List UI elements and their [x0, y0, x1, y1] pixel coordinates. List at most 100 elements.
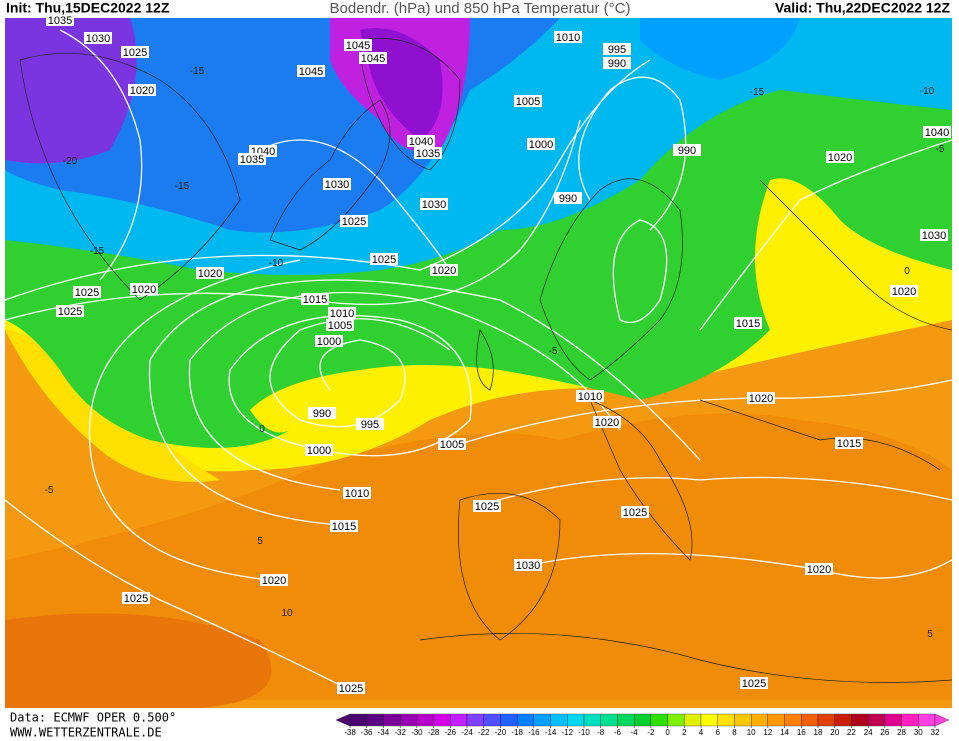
isobar-value: 1020 [262, 575, 286, 587]
isobar-label: 1025 [340, 215, 368, 228]
isobar-label: 1030 [514, 559, 542, 572]
label-box [326, 319, 354, 331]
label-box [128, 84, 156, 96]
color-swatch [450, 713, 468, 727]
colorbar-tick-label: 16 [797, 728, 806, 737]
colorbar-tick-label: -24 [461, 728, 473, 737]
label-box [73, 286, 101, 298]
isotherm-value: -10 [920, 86, 935, 97]
isobar-value: 1030 [86, 33, 110, 45]
color-swatch [399, 713, 418, 727]
color-swatch [901, 713, 919, 727]
label-box [420, 198, 448, 210]
isobar-label: 990 [603, 57, 631, 70]
color-swatch [366, 713, 384, 727]
isobar-label: 1045 [344, 39, 372, 52]
colorbar-tick-label: 6 [715, 728, 720, 737]
isobar-label: 995 [356, 418, 384, 431]
color-swatch [483, 713, 501, 727]
isobar-label: 1030 [420, 198, 448, 211]
isobar-label: 1020 [430, 264, 458, 277]
colorbar-tick-label: -28 [428, 728, 440, 737]
label-box [370, 253, 398, 265]
colorbar-tick-label: 0 [665, 728, 670, 737]
isotherm-value: 0 [904, 266, 910, 277]
colorbar-tick-label: -14 [545, 728, 557, 737]
colorbar-tick-label: -8 [597, 728, 605, 737]
colorbar-arrow-left [335, 713, 351, 727]
color-swatch [466, 713, 484, 727]
label-box [308, 407, 336, 419]
isobar-value: 1005 [440, 439, 464, 451]
label-box [554, 31, 582, 43]
colorbar-tick-label: 20 [830, 728, 839, 737]
isobar-value: 1020 [595, 417, 619, 429]
colorbar-tick-label: -2 [647, 728, 655, 737]
map-title: Bodendr. (hPa) und 850 hPa Temperatur (°… [330, 0, 631, 17]
isotherm-value: -5 [45, 485, 54, 496]
isobar-label: 1020 [260, 574, 288, 587]
isotherm-value: 10 [281, 608, 293, 619]
color-swatch [650, 713, 668, 727]
isobar-value: 1025 [623, 507, 647, 519]
isobar-label: 1040 [407, 135, 435, 148]
color-swatch [700, 713, 718, 727]
isobar-label: 1035 [46, 14, 74, 27]
colorbar-tick-label: -34 [378, 728, 390, 737]
isobar-value: 1020 [828, 152, 852, 164]
isobar-label: 1015 [734, 317, 762, 330]
isobar-label: 1020 [747, 392, 775, 405]
colorbar-tick-label: -26 [445, 728, 457, 737]
color-swatch [633, 713, 652, 727]
color-swatch [600, 713, 618, 727]
isobar-value: 1020 [749, 393, 773, 405]
isobar-value: 1025 [342, 216, 366, 228]
isobar-label: 1045 [359, 52, 387, 65]
isobar-value: 1040 [925, 127, 949, 139]
isobar-label: 1000 [305, 444, 333, 457]
website: WWW.WETTERZENTRALE.DE [10, 726, 162, 740]
colorbar-tick-label: -10 [578, 728, 590, 737]
isobar-label: 1025 [121, 46, 149, 59]
label-box [323, 178, 351, 190]
isobar-label: 1010 [554, 31, 582, 44]
isobar-label: 1000 [315, 335, 343, 348]
isobars [5, 29, 952, 691]
isobar-label: 990 [308, 407, 336, 420]
isotherm-value: -15 [175, 181, 190, 192]
colorbar-tick-label: 28 [897, 728, 906, 737]
isotherm-value: 0 [259, 424, 265, 435]
colorbar-tick-label: 12 [763, 728, 772, 737]
colorbar-tick-label: -22 [478, 728, 490, 737]
isobar-label: 1020 [196, 267, 224, 280]
isobar-value: 1020 [892, 286, 916, 298]
color-swatch [750, 713, 769, 727]
isobar-value: 990 [313, 408, 331, 420]
isotherm-value: -15 [750, 87, 765, 98]
isobar-value: 1000 [307, 445, 331, 457]
colorbar-tick-label: -12 [562, 728, 574, 737]
label-box [359, 52, 387, 64]
isotherm-value: -15 [190, 66, 205, 77]
color-swatch [884, 713, 902, 727]
isobar-label: 1010 [576, 390, 604, 403]
colorbar-tick-label: 24 [864, 728, 873, 737]
label-box [260, 574, 288, 586]
color-swatch [617, 713, 635, 727]
isotherm-value: -10 [269, 258, 284, 269]
isobar-label: 1020 [826, 151, 854, 164]
isobar-value: 1020 [432, 265, 456, 277]
colorbar-tick-label: -30 [411, 728, 423, 737]
isobar-value: 1025 [372, 254, 396, 266]
isobar-value: 990 [608, 58, 626, 70]
isobar-value: 995 [608, 44, 626, 56]
isotherm-value: -20 [63, 156, 78, 167]
colorbar-tick-label: 32 [931, 728, 940, 737]
isobar-label: 1025 [370, 253, 398, 266]
label-box [340, 215, 368, 227]
isobar-label: 1005 [326, 319, 354, 332]
isobar-value: 1035 [48, 15, 72, 27]
label-box [473, 500, 501, 512]
isobar-label: 1045 [297, 65, 325, 78]
isotherm-value: -15 [90, 246, 105, 257]
